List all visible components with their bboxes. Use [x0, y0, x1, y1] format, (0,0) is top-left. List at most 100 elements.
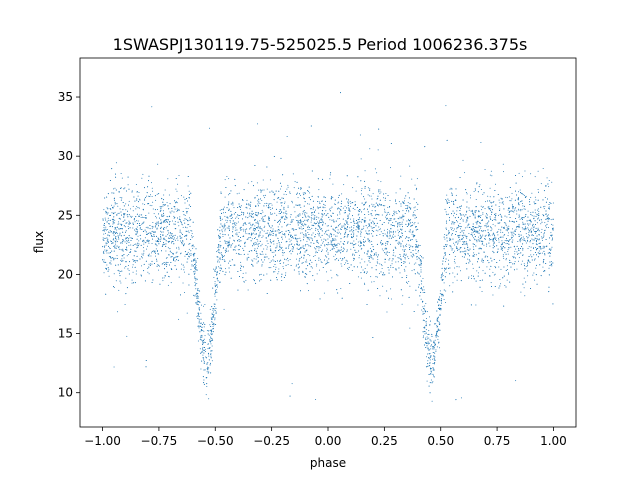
data-point: [232, 217, 234, 219]
data-point: [187, 224, 189, 226]
data-point: [482, 234, 484, 236]
data-point: [281, 202, 283, 204]
data-point: [287, 264, 289, 266]
data-point: [280, 185, 282, 187]
data-point: [311, 261, 313, 263]
data-point: [373, 281, 375, 283]
data-point: [257, 220, 259, 222]
data-point: [384, 208, 385, 210]
data-point: [327, 280, 329, 282]
data-point: [226, 243, 228, 245]
data-point: [246, 238, 248, 240]
data-point: [425, 321, 427, 323]
data-point: [464, 215, 466, 217]
data-point: [544, 205, 546, 207]
data-point: [518, 204, 520, 206]
data-point: [498, 241, 500, 243]
data-point: [326, 247, 328, 249]
data-point: [424, 333, 426, 335]
data-point: [459, 218, 461, 220]
data-point: [533, 225, 535, 227]
data-point: [327, 238, 329, 240]
data-point: [478, 240, 480, 242]
data-point: [292, 248, 294, 250]
data-point: [484, 169, 486, 171]
data-point: [311, 214, 313, 216]
data-point: [493, 219, 495, 221]
data-point: [513, 230, 515, 232]
data-point: [481, 260, 483, 262]
data-point: [202, 354, 204, 356]
data-point: [176, 238, 178, 240]
data-point: [207, 348, 209, 350]
data-point: [403, 246, 405, 248]
data-point: [128, 237, 130, 239]
data-point: [417, 222, 419, 224]
data-point: [289, 258, 291, 260]
data-point: [403, 253, 405, 255]
data-point: [208, 334, 210, 336]
data-point: [475, 254, 477, 256]
data-point: [396, 212, 398, 214]
data-point: [206, 330, 208, 332]
data-point: [361, 247, 363, 249]
data-point: [236, 232, 238, 234]
data-point: [409, 207, 411, 209]
data-point: [284, 191, 286, 193]
data-point: [414, 210, 416, 212]
data-point: [420, 264, 422, 266]
data-point: [273, 194, 275, 196]
data-point: [151, 225, 153, 227]
data-point: [409, 165, 411, 167]
data-point: [202, 346, 204, 348]
data-point: [144, 198, 146, 200]
data-point: [224, 230, 226, 232]
data-point: [251, 259, 253, 261]
data-point: [188, 230, 190, 232]
data-point: [491, 228, 493, 230]
data-point: [405, 245, 407, 247]
data-point: [449, 237, 451, 239]
data-point: [215, 266, 217, 268]
data-point: [158, 265, 160, 267]
data-point: [217, 259, 219, 261]
data-point: [319, 232, 321, 234]
data-point: [360, 230, 362, 232]
data-point: [188, 190, 190, 192]
data-point: [328, 229, 330, 231]
data-point: [340, 246, 342, 248]
data-point: [523, 238, 525, 240]
data-point: [198, 320, 200, 322]
data-point: [357, 214, 359, 216]
data-point: [367, 211, 369, 213]
data-point: [194, 258, 196, 260]
data-point: [150, 194, 152, 196]
data-point: [257, 261, 259, 263]
data-point: [380, 228, 382, 230]
data-point: [239, 214, 241, 216]
data-point: [507, 197, 508, 199]
data-point: [337, 197, 339, 199]
data-point: [298, 259, 300, 261]
data-point: [225, 219, 227, 221]
data-point: [548, 206, 550, 208]
data-point: [417, 304, 419, 306]
data-point: [193, 246, 195, 248]
data-point: [306, 261, 308, 263]
data-point: [224, 223, 226, 225]
data-point: [299, 222, 301, 224]
data-point: [105, 268, 107, 270]
data-point: [426, 380, 428, 382]
data-point: [144, 203, 146, 205]
data-point: [243, 253, 245, 255]
data-point: [372, 193, 374, 195]
data-point: [534, 176, 536, 178]
data-point: [369, 261, 371, 263]
data-point: [401, 229, 403, 231]
data-point: [151, 242, 153, 244]
data-point: [538, 246, 540, 248]
data-point: [182, 244, 184, 246]
data-point: [298, 244, 300, 246]
data-point: [132, 205, 134, 207]
data-point: [285, 218, 287, 220]
